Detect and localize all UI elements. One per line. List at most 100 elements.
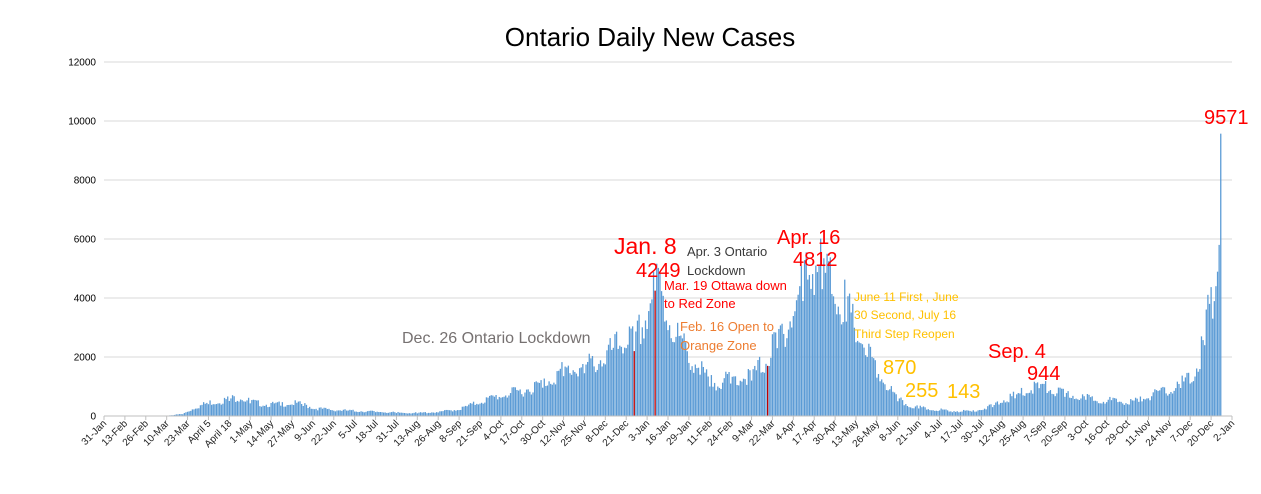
bar	[261, 407, 262, 416]
bar	[1059, 388, 1060, 416]
bar	[237, 401, 238, 416]
bar	[467, 406, 468, 416]
bar	[886, 390, 887, 416]
bar	[981, 410, 982, 416]
bar	[777, 348, 778, 416]
bar	[391, 412, 392, 416]
bar	[629, 327, 630, 416]
bar	[695, 365, 696, 416]
bar	[333, 411, 334, 416]
y-tick-label: 10000	[68, 117, 96, 128]
bar	[1029, 393, 1030, 416]
bar	[262, 406, 263, 416]
bar	[552, 385, 553, 416]
bar	[476, 404, 477, 416]
bar	[953, 411, 954, 416]
bar	[610, 338, 611, 416]
bar	[1069, 398, 1070, 416]
bar	[264, 406, 265, 416]
bar	[867, 357, 868, 416]
bar	[1122, 403, 1123, 416]
bar	[1209, 304, 1210, 416]
bar	[1143, 399, 1144, 416]
bar	[1175, 388, 1176, 416]
bar	[794, 311, 795, 416]
bar	[1003, 400, 1004, 416]
bar	[475, 405, 476, 416]
bar	[646, 329, 647, 416]
bar	[478, 404, 479, 416]
bar	[648, 311, 649, 416]
bar	[256, 400, 257, 416]
bar	[616, 332, 617, 416]
bar	[197, 409, 198, 417]
bar	[1174, 391, 1175, 416]
bar	[1191, 382, 1192, 416]
bar	[921, 407, 922, 416]
bar	[1035, 383, 1036, 416]
bar	[553, 383, 554, 416]
bar	[272, 402, 273, 416]
bar	[1112, 398, 1113, 416]
bar	[238, 402, 239, 416]
bar	[823, 258, 824, 416]
bar	[295, 400, 296, 416]
bar	[859, 342, 860, 416]
bar	[941, 409, 942, 416]
bar	[542, 388, 543, 416]
bar	[190, 411, 191, 416]
bar	[671, 338, 672, 416]
bar	[732, 377, 733, 416]
bar	[579, 368, 580, 416]
bar	[497, 399, 498, 416]
bar	[836, 314, 837, 416]
bar	[608, 345, 609, 416]
bar	[963, 410, 964, 416]
bar	[1210, 287, 1211, 416]
bar	[765, 364, 766, 416]
bar	[1037, 382, 1038, 416]
bar	[855, 342, 856, 416]
bar	[323, 408, 324, 416]
bar	[446, 410, 447, 416]
bar	[995, 403, 996, 416]
bar	[225, 399, 226, 416]
bar	[452, 411, 453, 416]
bar	[285, 407, 286, 416]
bar	[939, 410, 940, 416]
bar	[524, 393, 525, 416]
bar	[1220, 134, 1221, 416]
bar	[698, 368, 699, 416]
bar	[990, 404, 991, 416]
bar	[952, 412, 953, 416]
bar	[879, 381, 880, 416]
bar	[422, 413, 423, 416]
bar	[743, 379, 744, 416]
bar	[860, 343, 861, 416]
bar	[563, 376, 564, 416]
bar	[873, 358, 874, 416]
bar	[232, 395, 233, 416]
bar	[458, 410, 459, 416]
bar	[965, 411, 966, 416]
bar	[642, 327, 643, 416]
bar	[200, 405, 201, 416]
bar	[336, 411, 337, 417]
bar	[706, 369, 707, 416]
bar	[1075, 399, 1076, 416]
bar	[627, 345, 628, 416]
gridlines	[104, 62, 1232, 357]
bar	[1198, 372, 1199, 416]
bar	[637, 321, 638, 416]
bar	[865, 355, 866, 416]
bar	[655, 291, 656, 416]
bar	[473, 402, 474, 416]
bar	[720, 389, 721, 416]
bar	[209, 400, 210, 416]
bar	[826, 254, 827, 416]
bar	[929, 410, 930, 416]
bar	[1214, 301, 1215, 416]
bar	[521, 394, 522, 416]
bar	[748, 369, 749, 416]
annotation-870: 870	[883, 357, 916, 379]
